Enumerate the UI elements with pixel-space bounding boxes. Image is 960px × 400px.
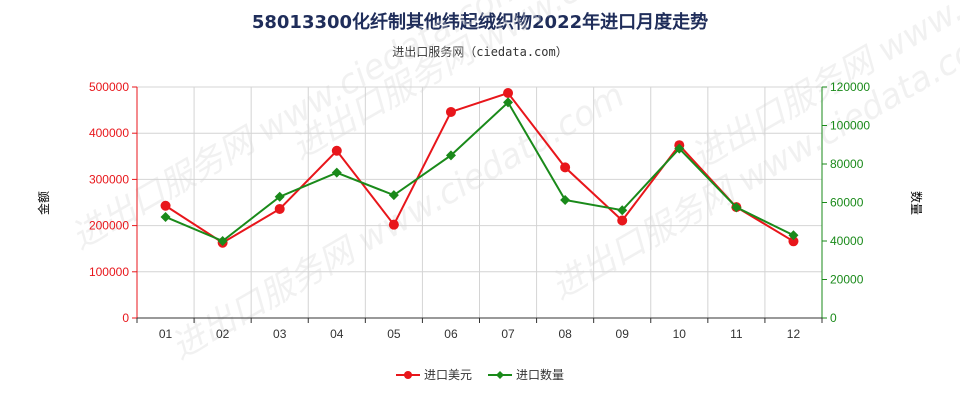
data-point [388,219,399,230]
data-point [560,162,571,173]
x-tick-label: 11 [730,327,743,341]
chart-title: 58013300化纤制其他纬起绒织物2022年进口月度走势 [252,11,708,33]
data-point [788,230,799,241]
x-tick-label: 04 [330,327,344,341]
data-point [731,202,742,213]
left-tick-label: 200000 [89,219,129,233]
chart-subtitle: 进出口服务网（ciedata.com） [392,44,567,59]
data-point [217,236,228,246]
data-point [331,145,342,156]
legend-swatch-marker [404,371,412,379]
legend-label: 进口数量 [516,367,564,382]
x-tick-label: 02 [216,327,230,341]
left-tick-label: 500000 [89,80,129,94]
data-point [617,205,628,216]
right-tick-label: 60000 [830,196,864,210]
right-tick-label: 80000 [830,157,864,171]
data-point [617,215,628,226]
right-tick-label: 0 [830,311,837,325]
series-layer [160,88,799,248]
right-tick-label: 20000 [830,273,864,287]
data-point [445,150,456,161]
right-axis-label: 数量 [909,191,924,215]
watermark-text: 进出口服务网 www.ciedata.com [165,75,632,368]
x-tick-label: 08 [558,327,572,341]
right-tick-label: 100000 [830,119,870,133]
data-point [388,190,399,201]
series-line [165,100,794,243]
data-point [788,236,799,247]
left-tick-label: 0 [122,311,129,325]
data-point [674,143,685,154]
x-tick-label: 07 [501,327,515,341]
data-point [560,194,571,205]
data-point [160,200,171,211]
left-axis-label: 金额 [36,191,51,215]
x-tick-label: 10 [673,327,687,341]
data-point [503,88,514,99]
data-point [503,97,514,108]
data-point [274,191,285,202]
x-tick-label: 03 [273,327,287,341]
axes: 0 100000 200000 300000 400000 500000 0 20000 400… [89,80,870,341]
series-2 [160,97,799,246]
left-tick-label: 300000 [89,172,129,186]
x-tick-label: 06 [444,327,458,341]
left-tick-label: 400000 [89,126,129,140]
legend-item-2: 进口数量 [488,367,564,382]
legend-swatch-marker [496,371,504,379]
data-point [445,106,456,117]
series-line [164,91,794,244]
x-tick-label: 05 [387,327,401,341]
right-tick-label: 40000 [830,234,864,248]
x-tick-label: 09 [616,327,630,341]
legend-label: 进口美元 [424,368,472,382]
data-point [274,203,285,214]
right-tick-label: 120000 [830,80,870,94]
legend-item-1: 进口美元 [396,368,472,382]
data-point [331,167,342,178]
left-tick-label: 100000 [89,265,129,279]
x-tick-label: 12 [787,327,801,341]
data-point [160,211,171,222]
x-tick-label: 01 [159,327,173,341]
legend: 进口美元 进口数量 [396,367,564,382]
